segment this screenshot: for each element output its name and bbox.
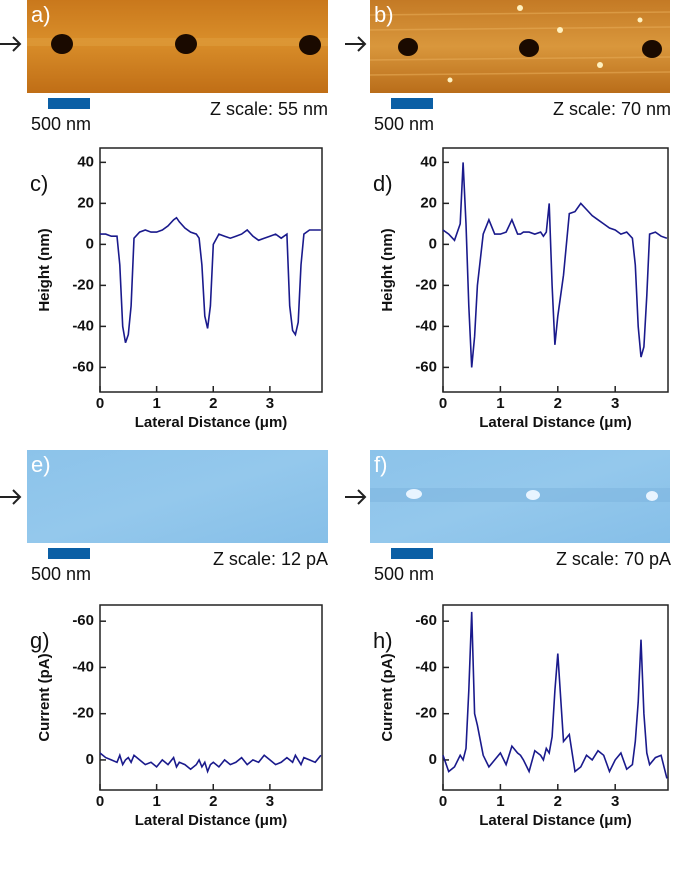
x-tick-label: 2 xyxy=(554,395,562,412)
z-scale-label: Z scale: 55 nm xyxy=(210,99,328,119)
y-tick-label: 20 xyxy=(420,194,437,211)
scale-bar xyxy=(48,98,90,109)
x-axis-label: Lateral Distance (μm) xyxy=(479,812,632,829)
scale-bar xyxy=(48,548,90,559)
y-tick-label: -20 xyxy=(72,705,94,722)
x-axis-label: Lateral Distance (μm) xyxy=(135,414,288,431)
y-tick-label: 40 xyxy=(420,153,437,170)
current-image xyxy=(27,450,328,543)
data-line xyxy=(100,216,321,344)
panel-label: h) xyxy=(373,628,393,653)
current-image xyxy=(370,450,670,543)
y-tick-label: 0 xyxy=(429,235,437,252)
x-axis-label: Lateral Distance (μm) xyxy=(479,414,632,431)
z-scale-label: Z scale: 70 pA xyxy=(556,549,671,569)
arrow xyxy=(0,36,22,52)
y-tick-label: -20 xyxy=(415,705,437,722)
x-axis-label: Lateral Distance (μm) xyxy=(135,812,288,829)
y-tick-label: -40 xyxy=(415,658,437,675)
y-tick-label: -60 xyxy=(72,612,94,629)
x-tick-label: 0 xyxy=(96,395,104,412)
x-tick-label: 3 xyxy=(266,793,274,810)
plot-frame xyxy=(99,604,323,791)
z-scale-label: Z scale: 12 pA xyxy=(213,549,328,569)
panel-label: d) xyxy=(373,171,393,196)
scale-bar xyxy=(391,548,433,559)
scale-bar xyxy=(391,98,433,109)
y-tick-label: -40 xyxy=(415,317,437,334)
y-tick-label: 0 xyxy=(86,751,94,768)
z-scale-label: Z scale: 70 nm xyxy=(553,99,671,119)
y-tick-label: 20 xyxy=(77,194,94,211)
scale-bar-label: 500 nm xyxy=(31,564,91,584)
x-tick-label: 0 xyxy=(439,793,447,810)
y-tick-label: -60 xyxy=(415,358,437,375)
x-tick-label: 0 xyxy=(439,395,447,412)
scale-bar-label: 500 nm xyxy=(374,564,434,584)
y-tick-label: 0 xyxy=(86,235,94,252)
x-tick-label: 3 xyxy=(611,395,619,412)
panel-label: e) xyxy=(31,452,51,477)
panel-label: g) xyxy=(30,628,50,653)
x-tick-label: 1 xyxy=(152,793,160,810)
x-tick-label: 3 xyxy=(266,395,274,412)
afm-image xyxy=(27,0,328,93)
panel-label: f) xyxy=(374,452,387,477)
plot-frame xyxy=(442,147,669,393)
plot-frame xyxy=(442,604,669,791)
x-tick-label: 2 xyxy=(209,395,217,412)
panel-label: c) xyxy=(30,171,48,196)
y-axis-label: Height (nm) xyxy=(379,228,396,311)
afm-image xyxy=(369,0,671,93)
y-tick-label: -20 xyxy=(72,276,94,293)
y-tick-label: 40 xyxy=(77,153,94,170)
y-tick-label: -60 xyxy=(415,612,437,629)
data-line xyxy=(99,752,322,774)
x-tick-label: 2 xyxy=(554,793,562,810)
y-tick-label: -60 xyxy=(72,358,94,375)
x-tick-label: 1 xyxy=(152,395,160,412)
data-line xyxy=(442,611,668,779)
panel-label: a) xyxy=(31,2,51,27)
y-tick-label: -20 xyxy=(415,276,437,293)
panel-label: b) xyxy=(374,2,394,27)
y-tick-label: 0 xyxy=(429,751,437,768)
plot-frame xyxy=(99,147,323,393)
x-tick-label: 1 xyxy=(496,395,504,412)
data-line xyxy=(442,162,668,368)
x-tick-label: 0 xyxy=(96,793,104,810)
y-axis-label: Current (pA) xyxy=(36,653,53,741)
y-tick-label: -40 xyxy=(72,658,94,675)
y-axis-label: Current (pA) xyxy=(379,653,396,741)
y-tick-label: -40 xyxy=(72,317,94,334)
scale-bar-label: 500 nm xyxy=(374,114,434,134)
scale-bar-label: 500 nm xyxy=(31,114,91,134)
arrow xyxy=(0,489,22,505)
arrow xyxy=(345,489,367,505)
x-tick-label: 3 xyxy=(611,793,619,810)
y-axis-label: Height (nm) xyxy=(36,228,53,311)
x-tick-label: 1 xyxy=(496,793,504,810)
arrow xyxy=(345,36,367,52)
x-tick-label: 2 xyxy=(209,793,217,810)
